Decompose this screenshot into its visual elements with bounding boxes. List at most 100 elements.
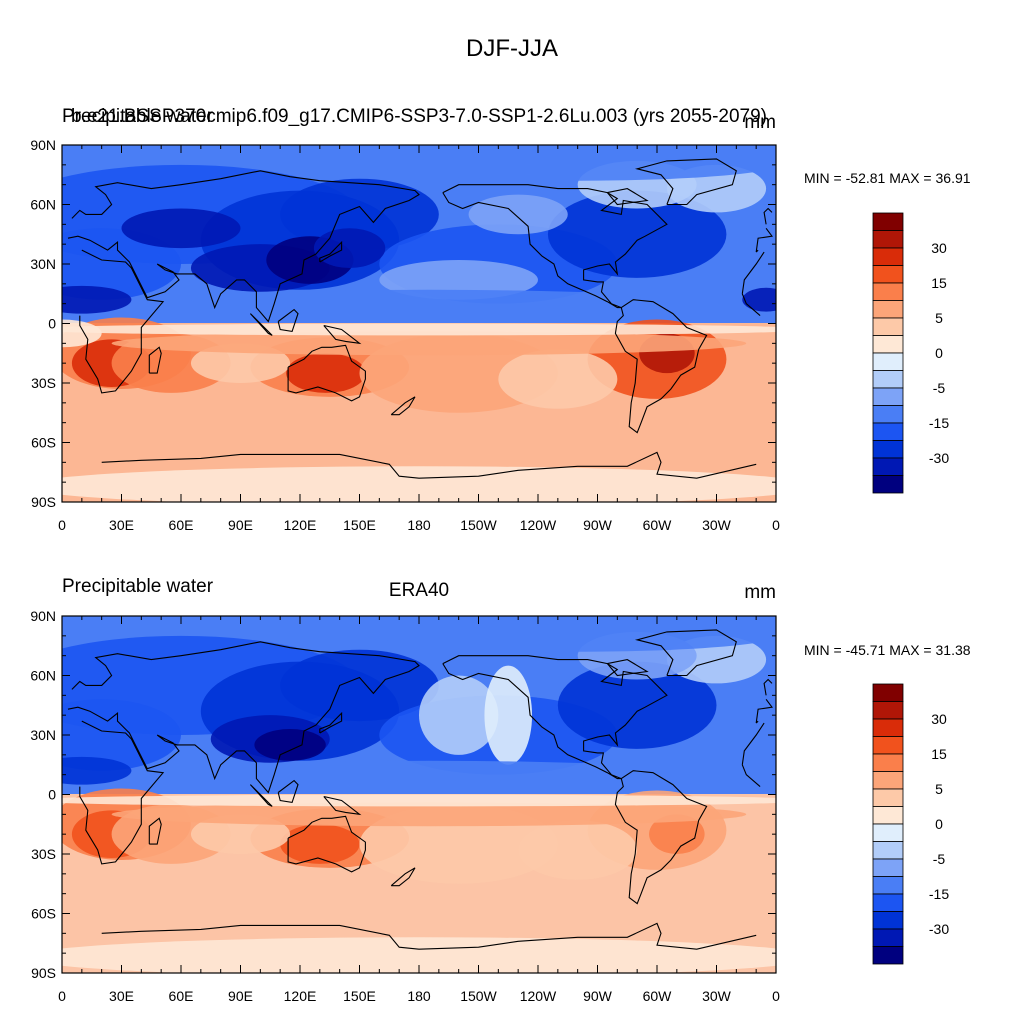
colorbar-swatch [872, 387, 904, 406]
colorbar-swatch [872, 422, 904, 441]
panel-center-label-model: b.e21.BSSP370cmip6.f09_g17.CMIP6-SSP3-7.… [71, 106, 767, 127]
lon-tick-label: 150E [343, 517, 376, 533]
contour-region-21 [649, 814, 705, 855]
contour-region-23 [518, 820, 638, 880]
lon-tick-label: 30W [702, 517, 732, 533]
colorbar-swatch [872, 806, 904, 825]
lon-tick-label: 60W [643, 988, 673, 1004]
contour-region-27 [62, 794, 776, 807]
lon-tick-label: 30W [702, 988, 732, 1004]
lon-tick-label: 30E [109, 988, 134, 1004]
map-frame-obs [61, 615, 777, 974]
panel-obs: Precipitable water ERA40 mm MIN = -45.71… [30, 576, 971, 1004]
colorbar-swatch [872, 282, 904, 301]
coastline-9 [319, 240, 343, 263]
lon-axis-model: 0 30E 60E 90E 120E 150E 180 150W 120W 90W 60W 30W 0 [58, 145, 780, 533]
contour-region-13 [62, 756, 132, 785]
coastline-1 [67, 170, 773, 323]
contour-region-5 [547, 190, 727, 278]
lon-tick-label: 0 [772, 517, 780, 533]
lat-tick-label: 30N [30, 727, 56, 743]
coastline-3 [614, 770, 708, 905]
colorbar-label: 15 [931, 746, 947, 762]
coastline-6 [101, 451, 757, 479]
contour-region-12 [62, 285, 132, 314]
colorbar-swatch [872, 457, 904, 476]
colorbar-swatch [872, 352, 904, 371]
colorbar-swatch [872, 858, 904, 877]
coastline-12 [323, 324, 362, 345]
map-field-obs [62, 616, 776, 973]
colorbar-label: -5 [933, 851, 946, 867]
colorbar-label: -30 [929, 450, 949, 466]
colorbar-label: 0 [935, 816, 943, 832]
panel-model: Precipitable water b.e21.BSSP370cmip6.f0… [30, 106, 971, 533]
lon-tick-label: 150W [460, 988, 497, 1004]
colorbar-swatch [872, 300, 904, 319]
lon-tick-label: 30E [109, 517, 134, 533]
colorbar-label: -15 [929, 886, 949, 902]
colorbar-label: 30 [931, 711, 947, 727]
panel-right-label-model: mm [744, 112, 776, 133]
contour-region-11 [313, 228, 386, 268]
coastline-13 [390, 396, 416, 416]
stats-model: MIN = -52.81 MAX = 36.91 [804, 170, 971, 186]
colorbar-swatch [872, 247, 904, 266]
lat-tick-label: 90S [31, 965, 56, 981]
lon-axis-obs: 0 30E 60E 90E 120E 150E 180 150W 120W 90W 60W 30W 0 [58, 616, 780, 1004]
lon-tick-label: 120E [284, 988, 317, 1004]
colorbar-swatch [872, 946, 904, 965]
colorbar-swatch [872, 823, 904, 842]
lon-tick-label: 0 [58, 988, 66, 1004]
panel-left-label-obs: Precipitable water [62, 576, 214, 597]
lat-tick-label: 60S [31, 906, 56, 922]
colorbar-swatch [872, 928, 904, 947]
colorbar-swatch [872, 475, 904, 494]
contour-region-25 [111, 802, 747, 827]
lon-tick-label: 60W [643, 517, 673, 533]
lon-tick-label: 120W [520, 517, 557, 533]
colorbar-label: -15 [929, 415, 949, 431]
colorbar-swatch [872, 701, 904, 720]
contour-region-16 [121, 208, 241, 249]
lat-tick-label: 0 [48, 316, 56, 332]
colorbar-swatch [872, 335, 904, 354]
contour-region-17 [468, 194, 568, 235]
colorbar-swatch [872, 212, 904, 231]
contour-region-5 [557, 661, 717, 749]
coastline-14 [606, 188, 649, 206]
coastline-12 [323, 795, 362, 816]
colorbar-swatch [872, 683, 904, 702]
contour-region-26 [62, 937, 776, 973]
contour-region-1 [62, 228, 181, 300]
coastline-13 [390, 867, 416, 887]
colorbar-swatch [872, 230, 904, 249]
colorbar-swatch [872, 771, 904, 790]
lon-tick-label: 180 [407, 988, 431, 1004]
lon-tick-label: 90W [583, 517, 613, 533]
colorbar-swatch [872, 876, 904, 895]
contour-region-3 [280, 178, 439, 251]
contour-region-8 [379, 619, 776, 652]
colorbar-swatch [872, 911, 904, 930]
coastline-11 [277, 779, 299, 804]
map-field-model [62, 145, 776, 502]
lon-tick-label: 180 [407, 517, 431, 533]
colorbar-swatch [872, 718, 904, 737]
colorbar-swatch [872, 317, 904, 336]
coastline-4 [287, 815, 366, 873]
coastline-14 [606, 659, 649, 677]
colorbar-label: 0 [935, 345, 943, 361]
coastline-3 [614, 299, 708, 434]
lat-axis-model: 90N 60N 30N 0 30S 60S 90S [30, 137, 776, 510]
lon-tick-label: 90E [228, 517, 253, 533]
stats-obs: MIN = -45.71 MAX = 31.38 [804, 642, 971, 658]
coastline-9 [319, 711, 343, 734]
panel-left-label-model: Precipitable water [62, 106, 214, 127]
colorbar-label: 30 [931, 240, 947, 256]
lon-tick-label: 60E [169, 988, 194, 1004]
contour-region-15 [190, 289, 667, 310]
lon-tick-label: 0 [58, 517, 66, 533]
colorbar-swatch [872, 265, 904, 284]
